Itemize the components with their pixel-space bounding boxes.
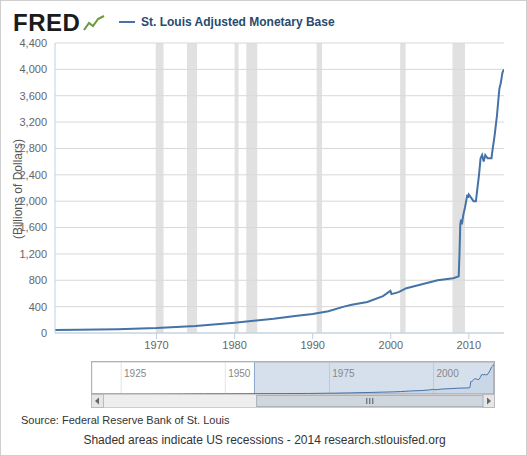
- svg-text:4,400: 4,400: [19, 37, 47, 49]
- svg-text:2,000: 2,000: [19, 195, 47, 207]
- svg-text:1,200: 1,200: [19, 248, 47, 260]
- svg-text:2000: 2000: [436, 368, 459, 379]
- svg-text:1950: 1950: [228, 368, 251, 379]
- html-text:(Billions of Dollars): (Billions of Dollars): [11, 139, 25, 239]
- html-text:Shaded areas indicate US reces: Shaded areas indicate US recessions - 20…: [83, 433, 446, 447]
- svg-text:2,800: 2,800: [19, 142, 47, 154]
- html-text:Source: Federal Reserve Bank o: Source: Federal Reserve Bank of St. Loui…: [21, 414, 230, 426]
- svg-text:800: 800: [29, 274, 47, 286]
- svg-text:1925: 1925: [124, 368, 147, 379]
- svg-text:2010: 2010: [457, 339, 481, 351]
- html-text:St. Louis Adjusted Monetary Ba: St. Louis Adjusted Monetary Base: [141, 15, 335, 29]
- svg-text:1975: 1975: [332, 368, 355, 379]
- html-text:FRED: FRED: [13, 9, 81, 36]
- svg-text:2000: 2000: [379, 339, 403, 351]
- svg-text:0: 0: [41, 327, 47, 339]
- svg-text:1980: 1980: [222, 339, 246, 351]
- svg-text:3,600: 3,600: [19, 90, 47, 102]
- svg-text:400: 400: [29, 301, 47, 313]
- svg-text:1990: 1990: [300, 339, 324, 351]
- svg-text:4,000: 4,000: [19, 63, 47, 75]
- svg-text:2,400: 2,400: [19, 169, 47, 181]
- svg-text:3,200: 3,200: [19, 116, 47, 128]
- svg-text:1970: 1970: [144, 339, 168, 351]
- svg-text:1,600: 1,600: [19, 221, 47, 233]
